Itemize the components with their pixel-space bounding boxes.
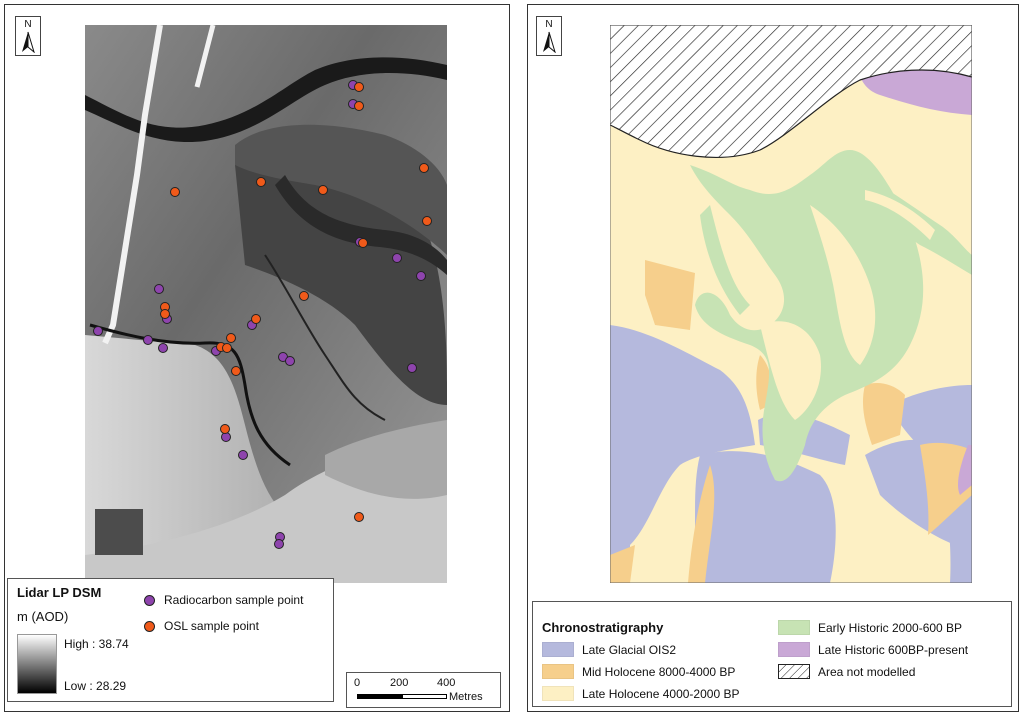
legend-late-glacial: Late Glacial OIS2 [542,642,676,657]
elevation-high-label: High : 38.74 [64,637,129,651]
lidar-legend: Lidar LP DSM m (AOD) High : 38.74 Low : … [7,578,334,702]
chronostratigraphy-legend: Chronostratigraphy Late Glacial OIS2 Mid… [532,601,1012,707]
legend-late-glacial-label: Late Glacial OIS2 [582,642,677,657]
legend-late-historic-label: Late Historic 600BP-present [818,642,969,657]
north-arrow-icon [22,31,35,53]
chrono-legend-title: Chronostratigraphy [542,620,664,635]
scale-bar-black [357,694,402,699]
legend-late-historic: Late Historic 600BP-present [778,642,968,657]
elevation-color-ramp [17,634,57,694]
scale-bar: 0 200 400 Metres [346,672,501,708]
elevation-low-label: Low : 28.29 [64,679,127,693]
mid-holocene-swatch [542,664,574,679]
legend-not-modelled: Area not modelled [778,664,915,679]
scale-bar-white [402,694,447,699]
chronostratigraphy-map [610,25,972,583]
north-arrow-icon [543,31,556,53]
late-historic-swatch [778,642,810,657]
early-historic-swatch [778,620,810,635]
legend-late-holocene-label: Late Holocene 4000-2000 BP [582,686,740,701]
chrono-map-panel: N [527,4,1019,712]
legend-radiocarbon-label: Radiocarbon sample point [164,593,304,607]
lidar-map-panel: N [4,4,510,712]
late-holocene-swatch [542,686,574,701]
scale-units: Metres [449,691,483,703]
osl-dot-icon [144,620,155,632]
early-historic-polygons [690,150,972,482]
radiocarbon-dot-icon [144,594,155,606]
legend-mid-holocene: Mid Holocene 8000-4000 BP [542,664,735,679]
lidar-dsm-map [85,25,447,583]
north-label: N [24,19,32,30]
north-arrow: N [536,16,562,56]
scale-tick-400: 400 [437,677,456,689]
osl-sample-points [160,82,432,522]
legend-radiocarbon: Radiocarbon sample point [144,593,303,607]
legend-early-historic-label: Early Historic 2000-600 BP [818,620,963,635]
legend-early-historic: Early Historic 2000-600 BP [778,620,962,635]
lidar-legend-unit: m (AOD) [17,609,69,624]
legend-mid-holocene-label: Mid Holocene 8000-4000 BP [582,664,736,679]
north-label: N [545,19,553,30]
north-arrow: N [15,16,41,56]
legend-not-modelled-label: Area not modelled [818,664,916,679]
scale-tick-200: 200 [390,677,409,689]
legend-osl: OSL sample point [144,619,259,633]
legend-osl-label: OSL sample point [164,619,259,633]
lidar-legend-title: Lidar LP DSM [17,585,102,600]
scale-tick-0: 0 [354,677,361,689]
hatch-swatch-icon [778,664,810,679]
late-glacial-swatch [542,642,574,657]
legend-late-holocene: Late Holocene 4000-2000 BP [542,686,739,701]
